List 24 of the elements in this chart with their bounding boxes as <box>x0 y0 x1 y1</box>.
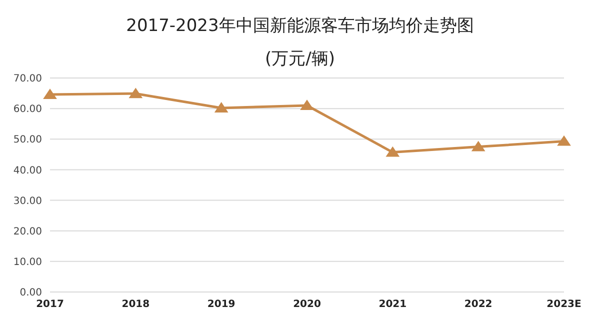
y-tick-label: 20.00 <box>13 226 42 238</box>
chart-subtitle: (万元/辆) <box>264 48 336 70</box>
point <box>472 141 485 152</box>
y-tick-label: 70.00 <box>13 74 42 85</box>
point <box>558 136 570 146</box>
chart-title: 2017-2023年中国新能源客车市场均价走势图 <box>125 15 475 37</box>
point <box>214 102 228 112</box>
y-tick-label: 0.00 <box>20 288 42 299</box>
y-tick-label: 10.00 <box>13 256 42 268</box>
point <box>386 146 400 157</box>
y-tick-label: 50.00 <box>13 134 42 146</box>
y-tick-label: 40.00 <box>13 165 42 176</box>
point <box>300 100 314 110</box>
x-tick-label: 2018 <box>122 299 150 310</box>
x-tick-label: 2017 <box>36 299 64 310</box>
x-tick-label: 2019 <box>207 299 236 310</box>
x-tick-label: 2020 <box>293 299 321 310</box>
point <box>129 88 142 98</box>
point <box>44 89 56 100</box>
x-tick-label: 2021 <box>378 299 407 310</box>
x-tick-label: 2022 <box>464 299 492 310</box>
y-tick-label: 30.00 <box>13 196 42 207</box>
x-tick-label: 2023E <box>546 299 582 310</box>
y-tick-label: 60.00 <box>13 104 42 116</box>
